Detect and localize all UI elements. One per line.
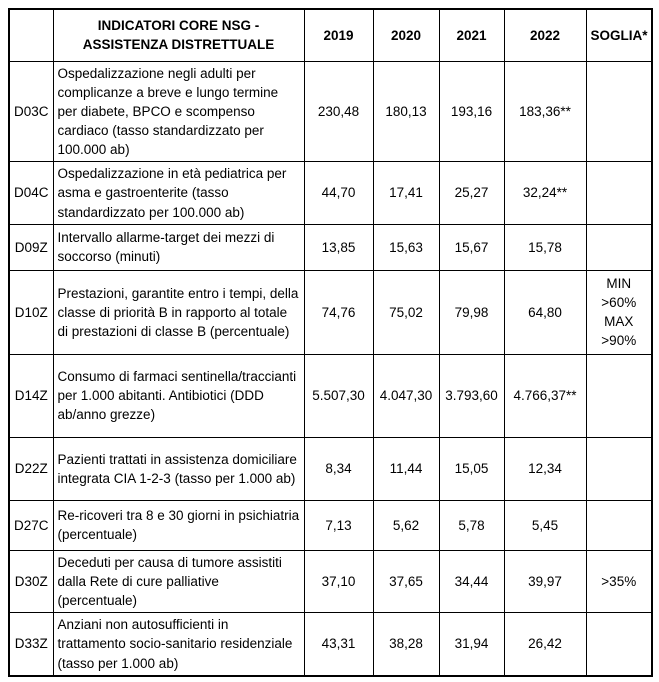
header-year-2022: 2022 <box>503 8 587 62</box>
table-row: D03C Ospedalizzazione negli adulti per c… <box>8 60 653 163</box>
value-2019: 44,70 <box>303 161 374 225</box>
header-code-empty <box>8 8 54 62</box>
soglia-value <box>585 161 653 225</box>
value-2019: 74,76 <box>303 269 374 355</box>
value-2022: 32,24** <box>503 161 587 225</box>
header-year-2020: 2020 <box>372 8 440 62</box>
indicator-description: Consumo di farmaci sentinella/traccianti… <box>52 353 305 438</box>
table-row: D30Z Deceduti per causa di tumore assist… <box>8 549 653 614</box>
value-2022: 4.766,37** <box>503 353 587 438</box>
soglia-value: >35% <box>585 549 653 614</box>
table-row: D22Z Pazienti trattati in assistenza dom… <box>8 436 653 501</box>
header-year-2019: 2019 <box>303 8 374 62</box>
value-2020: 38,28 <box>372 612 440 677</box>
indicators-table: INDICATORI CORE NSG - ASSISTENZA DISTRET… <box>8 8 653 677</box>
table-row: D09Z Intervallo allarme-target dei mezzi… <box>8 223 653 271</box>
value-2020: 180,13 <box>372 60 440 163</box>
value-2021: 193,16 <box>438 60 505 163</box>
soglia-value <box>585 499 653 551</box>
indicator-description: Intervallo allarme-target dei mezzi di s… <box>52 223 305 271</box>
value-2022: 39,97 <box>503 549 587 614</box>
indicator-description: Ospedalizzazione in età pediatrica per a… <box>52 161 305 225</box>
value-2022: 26,42 <box>503 612 587 677</box>
value-2022: 64,80 <box>503 269 587 355</box>
soglia-value <box>585 353 653 438</box>
header-row: INDICATORI CORE NSG - ASSISTENZA DISTRET… <box>8 8 653 62</box>
value-2021: 25,27 <box>438 161 505 225</box>
value-2021: 79,98 <box>438 269 505 355</box>
value-2020: 15,63 <box>372 223 440 271</box>
indicator-description: Anziani non autosufficienti in trattamen… <box>52 612 305 677</box>
table-row: D14Z Consumo di farmaci sentinella/tracc… <box>8 353 653 438</box>
value-2022: 183,36** <box>503 60 587 163</box>
value-2022: 15,78 <box>503 223 587 271</box>
soglia-value <box>585 612 653 677</box>
indicator-code: D27C <box>8 499 54 551</box>
indicator-code: D30Z <box>8 549 54 614</box>
header-year-2021: 2021 <box>438 8 505 62</box>
value-2019: 5.507,30 <box>303 353 374 438</box>
table-row: D27C Re-ricoveri tra 8 e 30 giorni in ps… <box>8 499 653 551</box>
value-2020: 17,41 <box>372 161 440 225</box>
table-row: D33Z Anziani non autosufficienti in trat… <box>8 612 653 677</box>
value-2019: 230,48 <box>303 60 374 163</box>
indicator-code: D03C <box>8 60 54 163</box>
value-2019: 8,34 <box>303 436 374 501</box>
header-indicator-title: INDICATORI CORE NSG - ASSISTENZA DISTRET… <box>52 8 305 62</box>
value-2021: 15,67 <box>438 223 505 271</box>
value-2021: 31,94 <box>438 612 505 677</box>
soglia-value <box>585 436 653 501</box>
soglia-value: MIN >60% MAX >90% <box>585 269 653 355</box>
table-row: D04C Ospedalizzazione in età pediatrica … <box>8 161 653 225</box>
value-2019: 7,13 <box>303 499 374 551</box>
value-2020: 75,02 <box>372 269 440 355</box>
indicator-description: Deceduti per causa di tumore assistiti d… <box>52 549 305 614</box>
indicator-code: D09Z <box>8 223 54 271</box>
table-row: D10Z Prestazioni, garantite entro i temp… <box>8 269 653 355</box>
value-2020: 5,62 <box>372 499 440 551</box>
indicator-description: Pazienti trattati in assistenza domicili… <box>52 436 305 501</box>
value-2019: 37,10 <box>303 549 374 614</box>
indicator-code: D04C <box>8 161 54 225</box>
value-2019: 13,85 <box>303 223 374 271</box>
indicator-code: D33Z <box>8 612 54 677</box>
value-2020: 4.047,30 <box>372 353 440 438</box>
indicator-code: D14Z <box>8 353 54 438</box>
value-2019: 43,31 <box>303 612 374 677</box>
value-2021: 15,05 <box>438 436 505 501</box>
indicator-code: D10Z <box>8 269 54 355</box>
value-2021: 5,78 <box>438 499 505 551</box>
indicator-description: Prestazioni, garantite entro i tempi, de… <box>52 269 305 355</box>
value-2022: 5,45 <box>503 499 587 551</box>
header-soglia: SOGLIA* <box>585 8 653 62</box>
value-2022: 12,34 <box>503 436 587 501</box>
indicator-code: D22Z <box>8 436 54 501</box>
indicator-description: Ospedalizzazione negli adulti per compli… <box>52 60 305 163</box>
value-2021: 34,44 <box>438 549 505 614</box>
value-2021: 3.793,60 <box>438 353 505 438</box>
indicator-description: Re-ricoveri tra 8 e 30 giorni in psichia… <box>52 499 305 551</box>
value-2020: 37,65 <box>372 549 440 614</box>
soglia-value <box>585 60 653 163</box>
value-2020: 11,44 <box>372 436 440 501</box>
soglia-value <box>585 223 653 271</box>
